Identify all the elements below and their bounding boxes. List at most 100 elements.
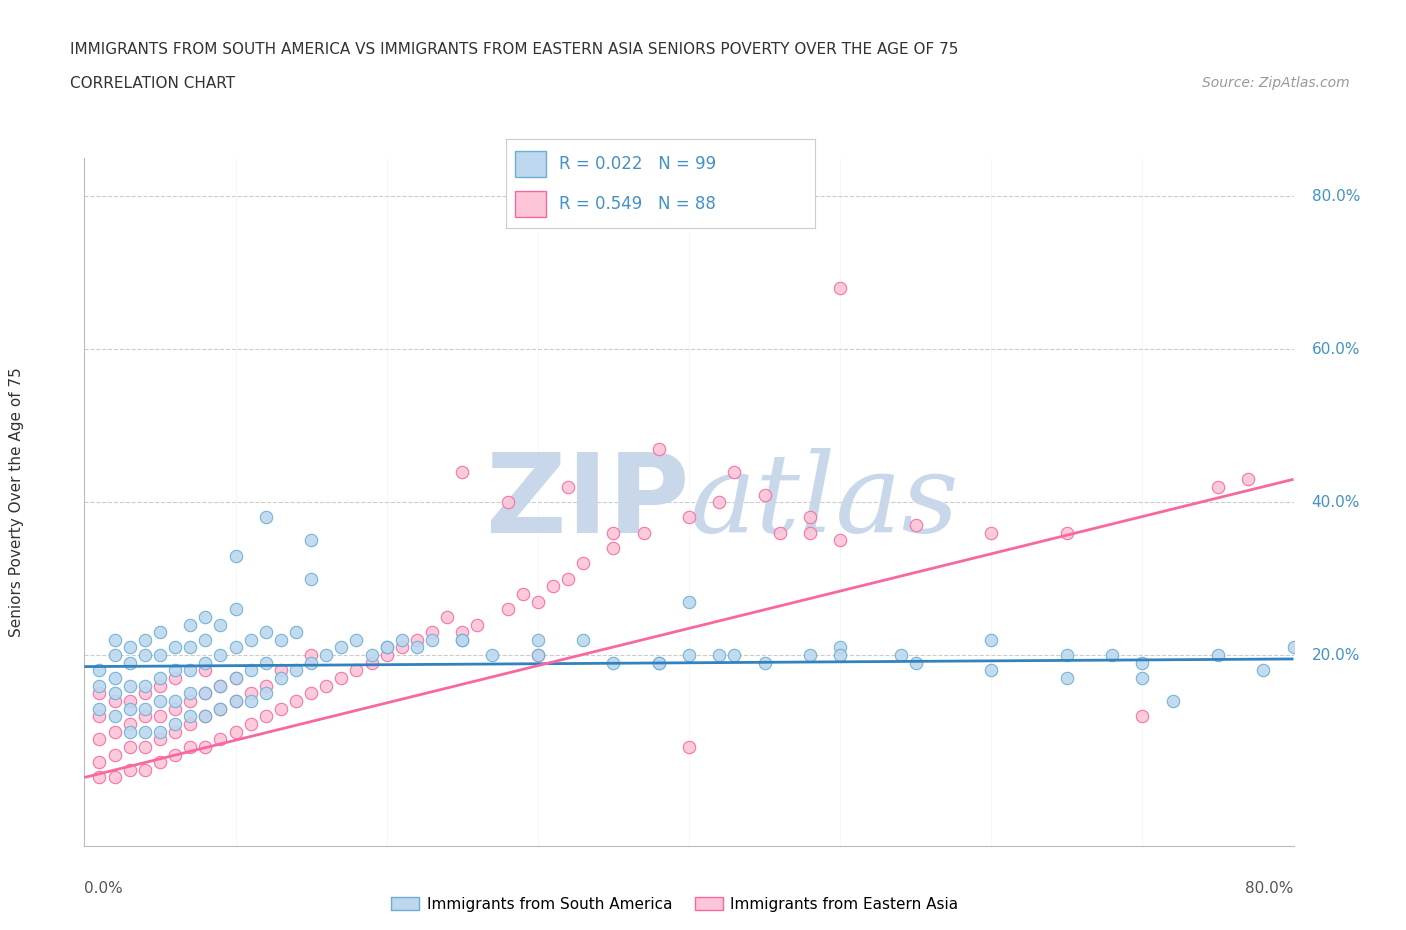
Point [225,694,247,709]
Point [134,709,156,724]
Point [1251,663,1274,678]
Point [709,647,731,662]
Point [1206,480,1229,495]
Text: 20.0%: 20.0% [1312,647,1360,663]
Point [299,533,322,548]
Point [134,763,156,777]
Point [270,671,292,685]
Text: Seniors Poverty Over the Age of 75: Seniors Poverty Over the Age of 75 [10,367,24,637]
Point [391,640,413,655]
Point [451,632,474,647]
Point [225,671,247,685]
Point [1161,694,1184,709]
Point [723,464,745,479]
Point [118,739,141,754]
Point [451,632,474,647]
Point [194,739,217,754]
Point [375,647,398,662]
Point [1206,647,1229,662]
Point [149,709,172,724]
Point [194,709,217,724]
Point [118,716,141,731]
Point [118,763,141,777]
Point [406,632,429,647]
Point [254,656,277,671]
Point [572,556,595,571]
Point [406,640,429,655]
Point [194,686,217,701]
Point [299,647,322,662]
Point [678,594,700,609]
Point [239,663,262,678]
Point [980,525,1002,540]
Point [299,656,322,671]
Point [179,716,201,731]
Point [346,632,368,647]
Text: R = 0.549   N = 88: R = 0.549 N = 88 [558,195,716,213]
Point [830,647,852,662]
Point [89,701,111,716]
Bar [516,191,547,218]
Point [1130,709,1153,724]
Point [254,686,277,701]
Point [225,640,247,655]
Point [1237,472,1260,486]
Point [451,625,474,640]
Point [194,663,217,678]
Point [904,656,927,671]
Point [134,739,156,754]
Point [769,525,792,540]
Point [163,671,186,685]
Point [225,671,247,685]
Point [375,640,398,655]
Point [225,602,247,617]
Point [118,701,141,716]
Point [330,640,353,655]
Point [254,678,277,693]
Point [134,647,156,662]
Point [1056,671,1078,685]
Point [481,647,503,662]
Point [602,540,624,555]
Point [451,464,474,479]
Point [194,632,217,647]
Point [149,755,172,770]
Point [89,686,111,701]
Point [209,701,232,716]
Point [89,770,111,785]
Point [904,518,927,533]
Point [89,678,111,693]
Point [330,671,353,685]
Point [602,525,624,540]
Point [541,578,564,593]
Point [239,686,262,701]
Text: Source: ZipAtlas.com: Source: ZipAtlas.com [1202,76,1350,90]
Point [572,632,595,647]
Point [239,716,262,731]
Point [104,632,127,647]
Point [391,632,413,647]
Point [723,647,745,662]
Point [239,632,262,647]
Point [179,663,201,678]
Point [1130,656,1153,671]
Point [239,694,262,709]
Point [149,671,172,685]
Point [118,724,141,739]
Point [1101,647,1123,662]
Point [118,656,141,671]
Point [209,647,232,662]
Point [118,694,141,709]
Point [602,656,624,671]
Point [709,495,731,510]
Point [179,694,201,709]
Point [104,671,127,685]
Point [1282,640,1305,655]
Point [315,647,337,662]
Point [194,656,217,671]
Text: 40.0%: 40.0% [1312,495,1360,510]
Text: 60.0%: 60.0% [1312,341,1360,357]
Point [315,678,337,693]
Point [420,632,443,647]
Point [346,663,368,678]
